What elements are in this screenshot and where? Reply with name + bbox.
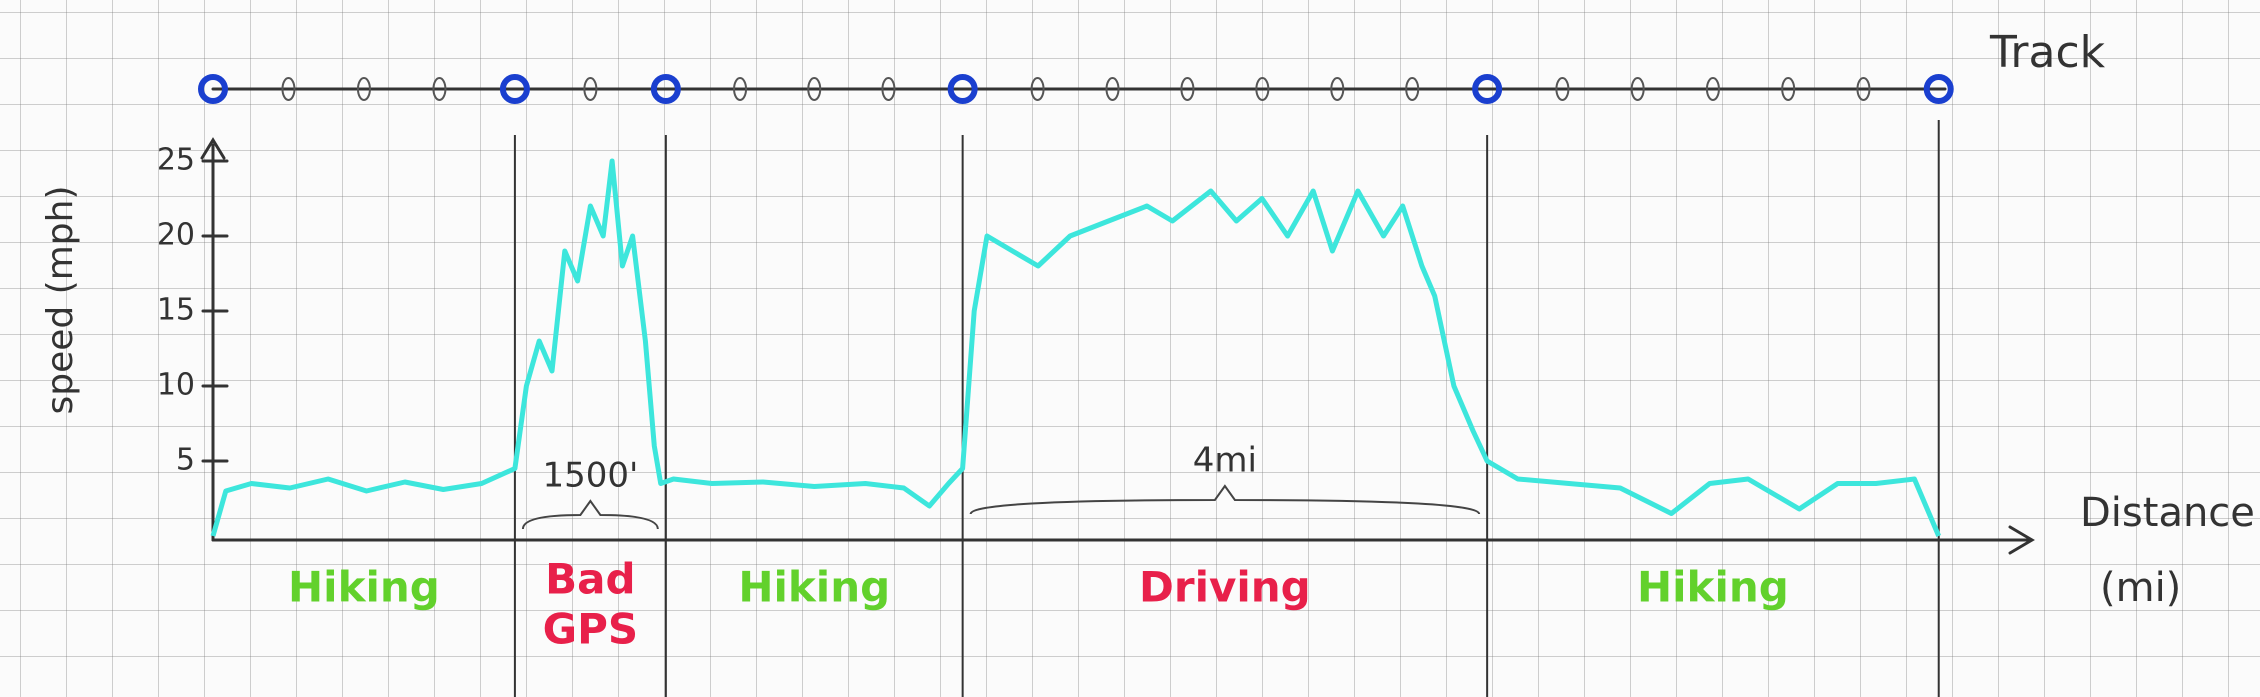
segment-label: Hiking: [1637, 563, 1789, 612]
track-point: [1180, 77, 1195, 101]
track-point: [1555, 77, 1570, 101]
y-tick-label: 20: [157, 218, 195, 253]
annotation-label: 1500': [542, 456, 638, 496]
segment-label: Hiking: [738, 563, 890, 612]
track-point: [432, 77, 447, 101]
track-point: [1405, 77, 1420, 101]
track-point: [1630, 77, 1645, 101]
track-point: [881, 77, 896, 101]
track-point: [733, 77, 748, 101]
y-tick-label: 15: [157, 293, 195, 328]
track-point: [1705, 77, 1720, 101]
segment-label: GPS: [543, 605, 639, 654]
track-point: [1105, 77, 1120, 101]
track-waypoint: [499, 74, 530, 104]
speed-line: [210, 158, 1941, 537]
y-tick-label: 10: [157, 368, 195, 403]
x-axis-arrow: [2008, 525, 2035, 555]
track-point: [807, 77, 822, 101]
track-waypoint: [1923, 74, 1954, 104]
annotation-brace: [969, 484, 1481, 515]
track-point: [356, 77, 371, 101]
segment-label: Driving: [1139, 563, 1311, 612]
segment-label: Hiking: [288, 563, 440, 612]
track-point: [1856, 77, 1871, 101]
track-waypoint: [1472, 74, 1503, 104]
track-point: [583, 77, 598, 101]
y-axis-label: speed (mph): [40, 185, 81, 414]
segment-label: Bad: [545, 555, 635, 604]
track-waypoint: [947, 74, 978, 104]
y-tick-label: 25: [157, 143, 195, 178]
track-waypoint: [198, 74, 228, 104]
track-label: Track: [1989, 27, 2106, 78]
track-point: [281, 77, 296, 101]
track-point: [1781, 77, 1796, 101]
y-axis-arrow: [200, 137, 226, 160]
x-axis-label: (mi): [2100, 565, 2181, 611]
annotation-brace: [521, 499, 659, 530]
track-waypoint: [650, 74, 681, 104]
y-tick-label: 5: [176, 443, 195, 478]
track-point: [1255, 77, 1270, 101]
x-axis-label: Distance: [2080, 490, 2255, 536]
track-point: [1330, 77, 1345, 101]
annotation-label: 4mi: [1193, 441, 1257, 481]
track-point: [1030, 77, 1045, 101]
